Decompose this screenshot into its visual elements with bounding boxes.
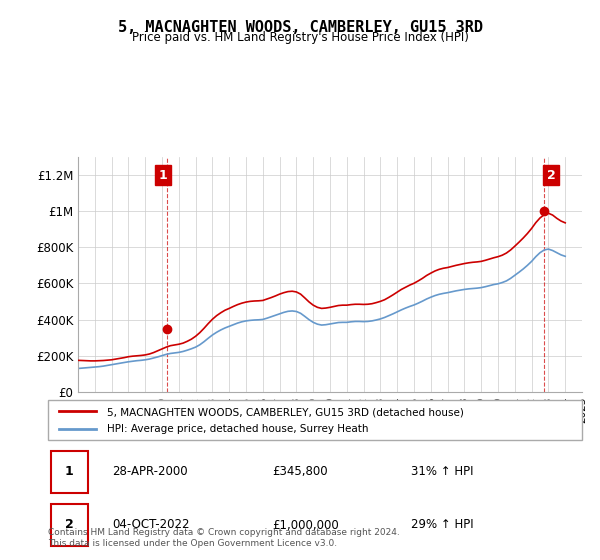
Text: Contains HM Land Registry data © Crown copyright and database right 2024.
This d: Contains HM Land Registry data © Crown c… — [48, 528, 400, 548]
Text: 1: 1 — [65, 465, 74, 478]
Text: £1,000,000: £1,000,000 — [272, 519, 339, 531]
Text: HPI: Average price, detached house, Surrey Heath: HPI: Average price, detached house, Surr… — [107, 424, 368, 435]
Text: £345,800: £345,800 — [272, 465, 328, 478]
Text: 31% ↑ HPI: 31% ↑ HPI — [411, 465, 473, 478]
FancyBboxPatch shape — [48, 400, 582, 440]
FancyBboxPatch shape — [50, 504, 88, 547]
Text: 2: 2 — [65, 519, 74, 531]
Text: 2: 2 — [547, 169, 556, 181]
FancyBboxPatch shape — [50, 450, 88, 493]
Text: 1: 1 — [159, 169, 168, 181]
Text: 29% ↑ HPI: 29% ↑ HPI — [411, 519, 474, 531]
Text: 5, MACNAGHTEN WOODS, CAMBERLEY, GU15 3RD: 5, MACNAGHTEN WOODS, CAMBERLEY, GU15 3RD — [118, 20, 482, 35]
Text: Price paid vs. HM Land Registry's House Price Index (HPI): Price paid vs. HM Land Registry's House … — [131, 31, 469, 44]
Text: 04-OCT-2022: 04-OCT-2022 — [112, 519, 190, 531]
Text: 5, MACNAGHTEN WOODS, CAMBERLEY, GU15 3RD (detached house): 5, MACNAGHTEN WOODS, CAMBERLEY, GU15 3RD… — [107, 407, 464, 417]
Text: 28-APR-2000: 28-APR-2000 — [112, 465, 188, 478]
